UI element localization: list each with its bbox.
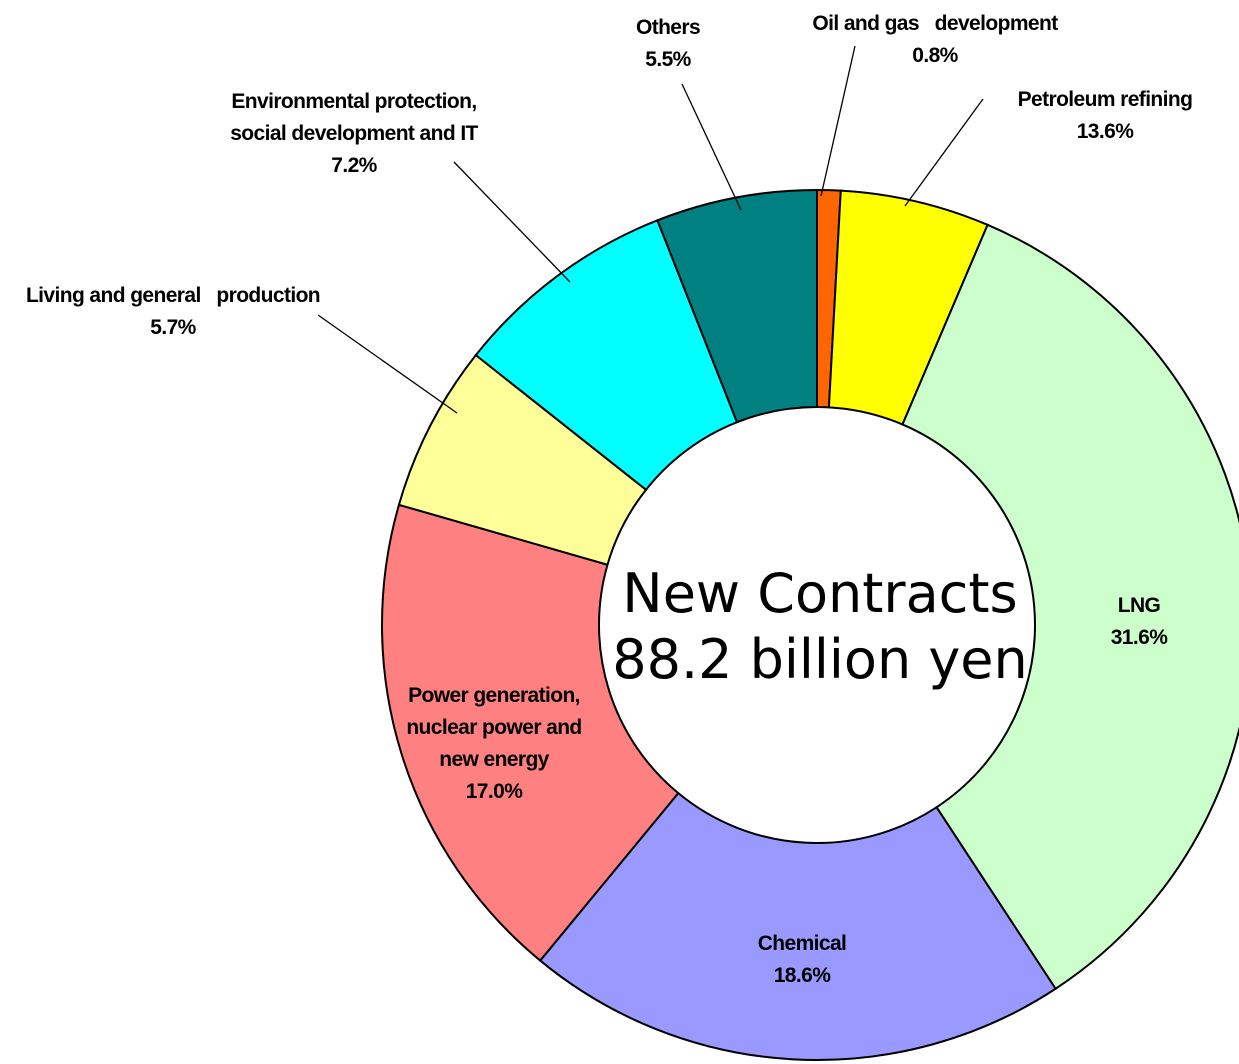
label-petroleum-refining-percent: 13.6% — [1077, 120, 1134, 143]
leader-lines — [317, 45, 984, 414]
leader-line-environmental-protection-social-development-and-it — [453, 161, 571, 283]
label-oil-and-gas-development-percent: 0.8% — [912, 44, 958, 67]
label-others-percent: 5.5% — [645, 48, 691, 71]
label-living-and-general-production-percent: 5.7% — [150, 316, 196, 339]
slice-lng — [901, 223, 1239, 991]
label-power-generation-nuclear-power-and-new-energy-line-1: Power generation, — [408, 684, 580, 707]
center-total: 88.2 billion yen — [612, 628, 1028, 691]
leader-line-others — [681, 83, 742, 211]
slice-labels: Oil and gas development 0.8% Petroleum ref… — [26, 12, 1193, 987]
label-lng-line-1: LNG — [1118, 594, 1161, 617]
label-lng-percent: 31.6% — [1111, 626, 1168, 649]
label-living-and-general-production-line-1: Living and general production — [26, 284, 320, 307]
label-environmental-protection-social-development-and-it-percent: 7.2% — [331, 154, 377, 177]
label-chemical-percent: 18.6% — [774, 964, 831, 987]
leader-line-oil-and-gas-development — [820, 45, 856, 197]
label-chemical-line-1: Chemical — [758, 932, 847, 955]
slice-others — [656, 188, 818, 424]
label-environmental-protection-social-development-and-it-line-2: social development and IT — [230, 122, 478, 145]
label-oil-and-gas-development-line-1: Oil and gas development — [812, 12, 1058, 35]
slice-power-generation-nuclear-power-and-new-energy — [381, 503, 680, 962]
leader-line-living-and-general-production — [317, 314, 458, 414]
label-power-generation-nuclear-power-and-new-energy-percent: 17.0% — [466, 780, 523, 803]
label-power-generation-nuclear-power-and-new-energy-line-2: nuclear power and — [406, 716, 581, 739]
label-power-generation-nuclear-power-and-new-energy-line-3: new energy — [439, 748, 549, 771]
leader-line-petroleum-refining — [904, 98, 984, 207]
label-petroleum-refining-line-1: Petroleum refining — [1018, 88, 1193, 111]
label-environmental-protection-social-development-and-it-line-1: Environmental protection, — [231, 90, 476, 113]
label-others-line-1: Others — [636, 16, 700, 39]
slice-chemical — [538, 791, 1057, 1061]
donut-slices — [381, 188, 1239, 1061]
center-title: New Contracts — [622, 562, 1017, 625]
